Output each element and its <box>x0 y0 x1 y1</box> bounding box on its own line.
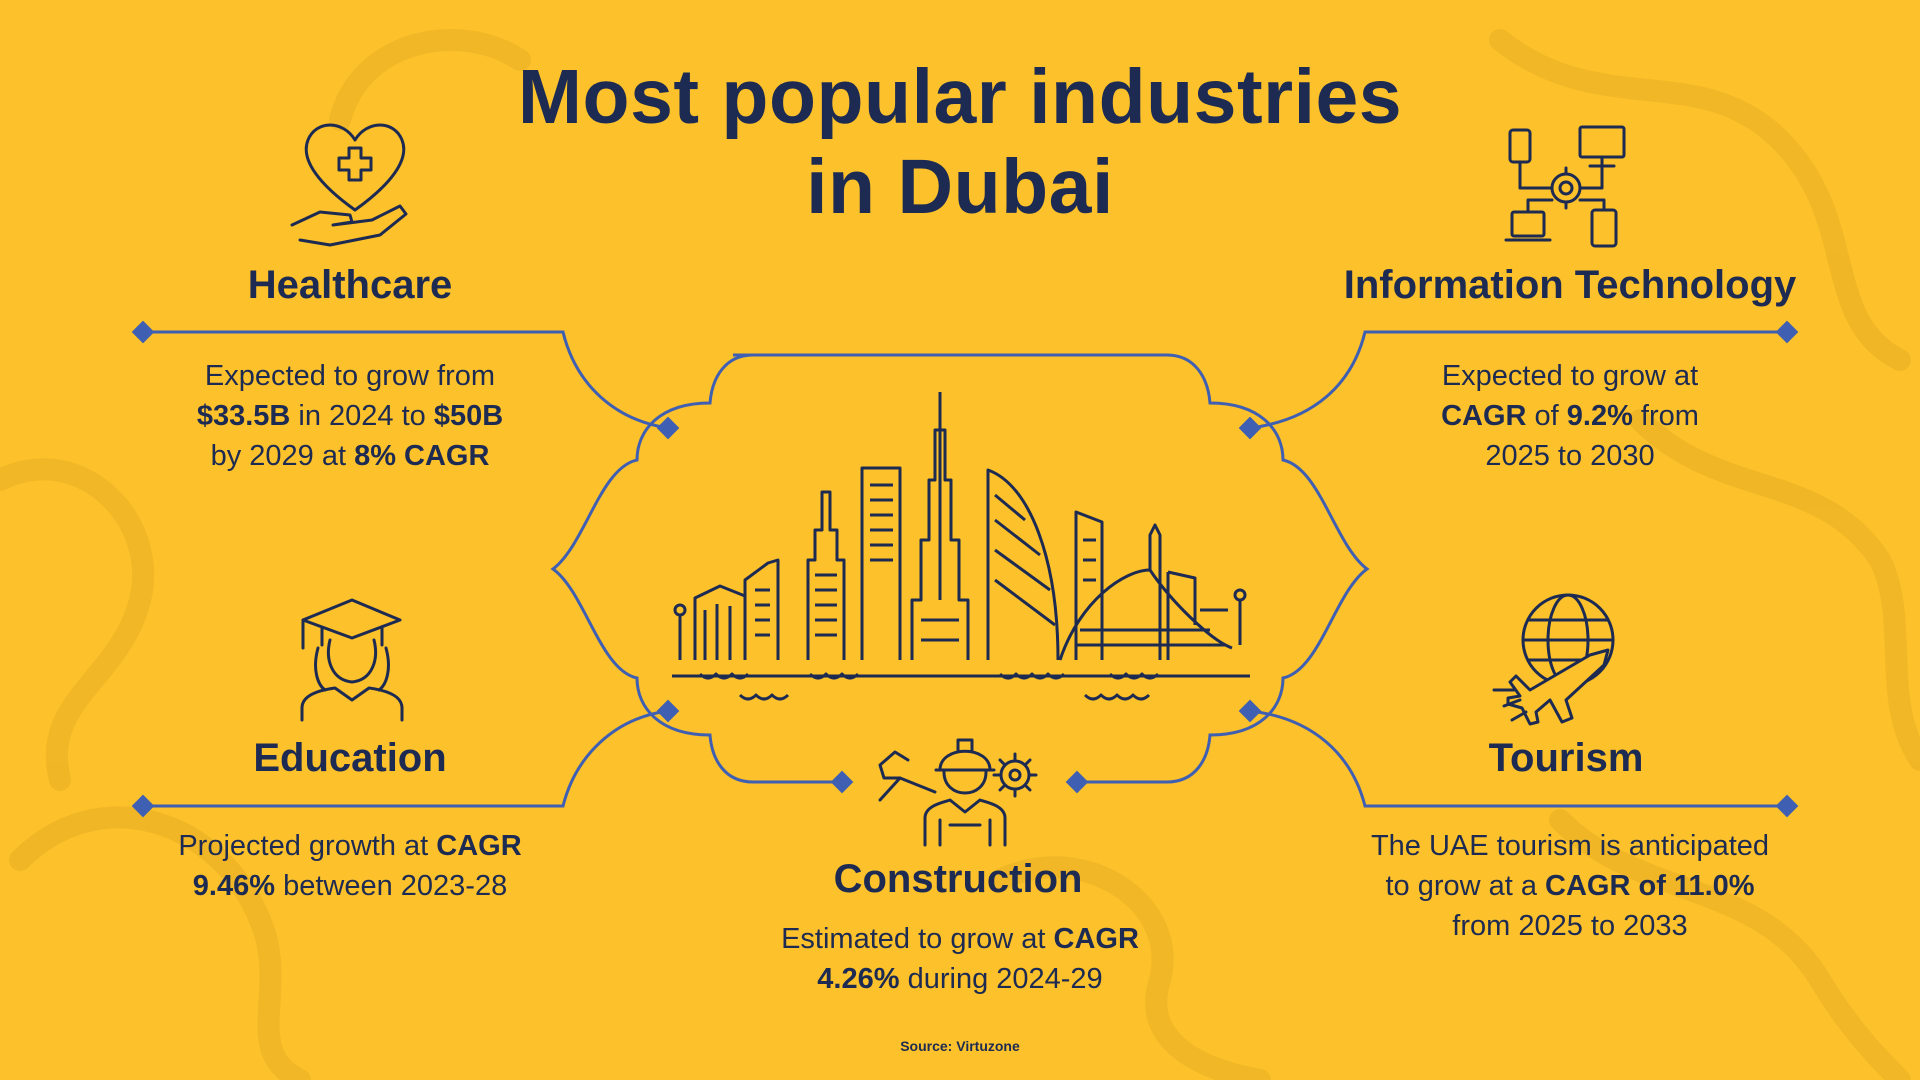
tourism-connector-line <box>1249 709 1787 808</box>
construction-heading: Construction <box>833 857 1083 901</box>
globe-airplane-icon <box>1492 593 1615 726</box>
education-line-2: 9.46% between 2023-28 <box>192 870 508 902</box>
tourism-description: The UAE tourism is anticipated to grow a… <box>1320 826 1820 946</box>
graduate-icon <box>300 598 404 722</box>
diamond-marker <box>1775 794 1799 818</box>
construction-line-2: 4.26% during 2024-29 <box>817 963 1103 995</box>
dubai-skyline-icon <box>672 392 1250 701</box>
healthcare-line-3: by 2029 at 8% CAGR <box>210 440 490 472</box>
diamond-marker <box>1065 770 1089 794</box>
diamond-marker <box>131 320 155 344</box>
diamond-marker <box>830 770 854 794</box>
healthcare-connector-line <box>143 330 669 430</box>
construction-line-1: Estimated to grow at CAGR <box>781 923 1139 955</box>
education-line-1: Projected growth at CAGR <box>178 830 522 862</box>
network-devices-gear-icon <box>1504 125 1626 248</box>
heart-hand-plus-icon <box>290 123 408 247</box>
tourism-line-2: to grow at a CAGR of 11.0% <box>1385 870 1755 902</box>
construction-worker-icon <box>878 738 1038 847</box>
healthcare-heading: Healthcare <box>247 263 453 307</box>
it-connector-line <box>1249 330 1787 430</box>
education-description: Projected growth at CAGR 9.46% between 2… <box>120 826 580 906</box>
education-connector-line <box>143 709 669 808</box>
healthcare-description: Expected to grow from $33.5B in 2024 to … <box>130 356 570 476</box>
diamond-marker <box>131 794 155 818</box>
diamond-marker <box>1775 320 1799 344</box>
tourism-heading: Tourism <box>1488 736 1644 780</box>
diamond-marker <box>656 699 680 723</box>
healthcare-line-1: Expected to grow from <box>204 360 496 392</box>
title-line-1: Most popular industries <box>517 54 1403 140</box>
diamond-marker <box>1238 699 1262 723</box>
page-title: Most popular industries in Dubai <box>460 52 1460 232</box>
title-line-2: in Dubai <box>806 144 1114 230</box>
it-line-2: CAGR of 9.2% from <box>1441 400 1699 432</box>
it-line-3: 2025 to 2030 <box>1485 440 1655 472</box>
it-line-1: Expected to grow at <box>1441 360 1699 392</box>
construction-description: Estimated to grow at CAGR 4.26% during 2… <box>720 919 1200 999</box>
central-frame <box>550 353 1370 784</box>
tourism-line-1: The UAE tourism is anticipated <box>1370 830 1770 862</box>
diamond-marker <box>656 416 680 440</box>
healthcare-line-2: $33.5B in 2024 to $50B <box>196 400 504 432</box>
diamond-marker <box>1238 416 1262 440</box>
it-heading: Information Technology <box>1343 263 1797 307</box>
tourism-line-3: from 2025 to 2033 <box>1452 910 1688 942</box>
education-heading: Education <box>253 736 447 780</box>
it-description: Expected to grow at CAGR of 9.2% from 20… <box>1350 356 1790 476</box>
source-note: Source: Virtuzone <box>900 1038 1020 1054</box>
